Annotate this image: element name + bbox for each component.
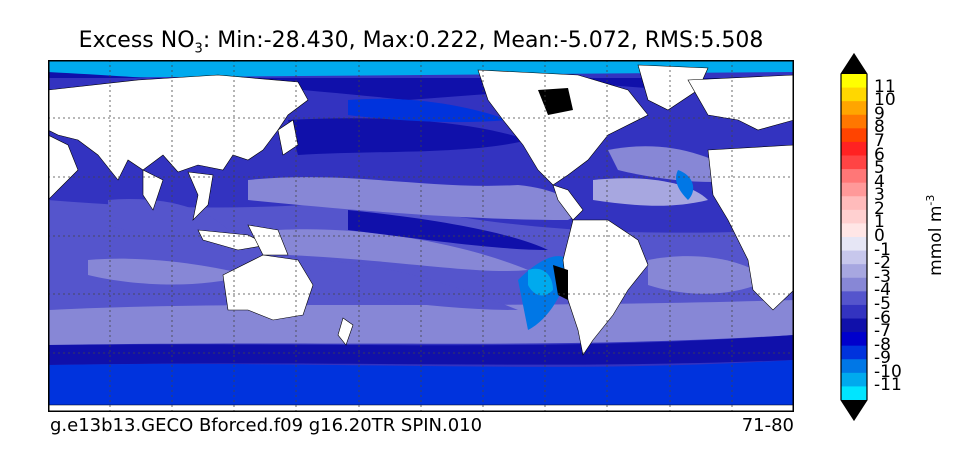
colorbar-segment: [841, 128, 867, 143]
colorbar-tick-label: 3: [874, 185, 885, 206]
colorbar-tick-label: -2: [874, 253, 891, 274]
year-range: 71-80: [741, 415, 794, 436]
colorbar-tick-label: 1: [874, 212, 885, 233]
colorbar-tick-label: 7: [874, 130, 885, 151]
plot-title: Excess NO3: Min:-28.430, Max:0.222, Mean…: [0, 28, 842, 56]
colorbar-segment: [841, 101, 867, 116]
colorbar-tick-label: -5: [874, 293, 891, 314]
colorbar-segment: [841, 264, 867, 279]
land-masses: [48, 64, 794, 412]
colorbar-tick-label: 4: [874, 171, 885, 192]
colorbar-segment: [841, 345, 867, 360]
colorbar-tick-label: -4: [874, 280, 891, 301]
colorbar-top-arrow: [841, 54, 867, 74]
colorbar-tick-label: -8: [874, 334, 891, 355]
colorbar-tick-label: -7: [874, 321, 891, 342]
colorbar: [840, 52, 868, 422]
colorbar-segment: [841, 359, 867, 374]
title-prefix: Excess NO: [78, 28, 195, 53]
colorbar-segment: [841, 114, 867, 129]
colorbar-tick-label: -9: [874, 348, 891, 369]
run-name: g.e13b13.GECO Bforced.f09 g16.20TR SPIN.…: [50, 415, 483, 436]
colorbar-segment: [841, 386, 867, 401]
colorbar-tick-label: 5: [874, 158, 885, 179]
ocean-map: [48, 60, 794, 412]
colorbar-bottom-arrow: [841, 400, 867, 420]
colorbar-segment: [841, 318, 867, 333]
colorbar-segment: [841, 155, 867, 170]
colorbar-tick-label: 6: [874, 144, 885, 165]
colorbar-segment: [841, 74, 867, 89]
colorbar-unit: mmol m-3: [924, 194, 946, 276]
colorbar-segment: [841, 169, 867, 184]
colorbar-tick-label: 0: [874, 226, 885, 246]
colorbar-tick-label: -6: [874, 307, 891, 328]
colorbar-tick-label: -11: [874, 375, 902, 396]
colorbar-segment: [841, 223, 867, 238]
gridlines: [48, 60, 794, 412]
title-subscript: 3: [194, 41, 203, 57]
colorbar-segment: [841, 304, 867, 319]
colorbar-segment: [841, 291, 867, 306]
colorbar-segment: [841, 237, 867, 252]
colorbar-tick-label: 9: [874, 103, 885, 124]
colorbar-tick-label: 10: [874, 90, 896, 111]
colorbar-tick-label: -1: [874, 239, 891, 260]
colorbar-segment: [841, 209, 867, 224]
colorbar-segment: [841, 182, 867, 197]
title-stats: : Min:-28.430, Max:0.222, Mean:-5.072, R…: [202, 28, 764, 53]
colorbar-tick-label: -10: [874, 361, 902, 382]
colorbar-tick-label: 2: [874, 198, 885, 219]
colorbar-segment: [841, 250, 867, 265]
colorbar-frame: [840, 52, 868, 422]
colorbar-segment: [841, 141, 867, 156]
colorbar-segment: [841, 196, 867, 211]
colorbar-segment: [841, 372, 867, 387]
unit-exponent: -3: [924, 194, 938, 206]
colorbar-tick-label: 11: [874, 76, 896, 97]
unit-label: mmol m: [925, 205, 946, 276]
colorbar-segment: [841, 277, 867, 292]
colorbar-tick-label: 8: [874, 117, 885, 138]
colorbar-segment: [841, 87, 867, 102]
colorbar-tick-label: -3: [874, 266, 891, 287]
colorbar-segment: [841, 332, 867, 347]
